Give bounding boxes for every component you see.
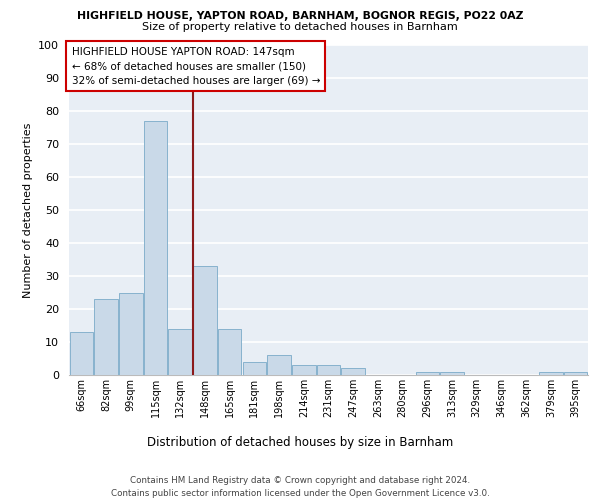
Bar (440, 372, 464, 375)
Bar (242, 362, 266, 375)
Text: Distribution of detached houses by size in Barnham: Distribution of detached houses by size … (147, 436, 453, 449)
Text: HIGHFIELD HOUSE YAPTON ROAD: 147sqm
← 68% of detached houses are smaller (150)
3: HIGHFIELD HOUSE YAPTON ROAD: 147sqm ← 68… (71, 46, 320, 86)
Bar (416, 372, 439, 375)
Bar (292, 365, 316, 375)
Text: Size of property relative to detached houses in Barnham: Size of property relative to detached ho… (142, 22, 458, 32)
Bar (564, 372, 587, 375)
Y-axis label: Number of detached properties: Number of detached properties (23, 122, 33, 298)
Bar (193, 266, 217, 375)
Text: Contains HM Land Registry data © Crown copyright and database right 2024.
Contai: Contains HM Land Registry data © Crown c… (110, 476, 490, 498)
Bar (268, 355, 291, 375)
Text: HIGHFIELD HOUSE, YAPTON ROAD, BARNHAM, BOGNOR REGIS, PO22 0AZ: HIGHFIELD HOUSE, YAPTON ROAD, BARNHAM, B… (77, 11, 523, 21)
Bar (119, 292, 143, 375)
Bar (341, 368, 365, 375)
Bar (70, 332, 93, 375)
Bar (94, 299, 118, 375)
Bar (539, 372, 563, 375)
Bar (317, 365, 340, 375)
Bar (218, 329, 241, 375)
Bar (169, 329, 192, 375)
Bar (144, 121, 167, 375)
